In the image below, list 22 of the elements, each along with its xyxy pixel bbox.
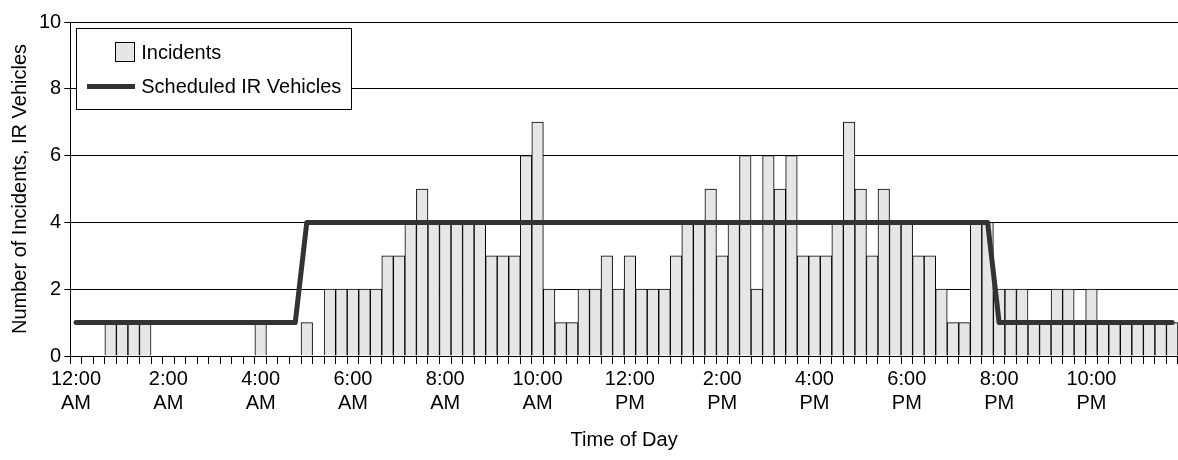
x-tick-label: 4:00 PM	[795, 366, 834, 413]
x-tick-label: 6:00 AM	[333, 366, 373, 413]
x-tick-label: 12:00 AM	[50, 366, 102, 413]
legend-label: Scheduled IR Vehicles	[141, 74, 342, 98]
legend-label: Incidents	[141, 40, 222, 64]
x-tick-label: 6:00 PM	[887, 366, 927, 413]
y-tick-label: 6	[50, 143, 62, 166]
x-tick-label: 2:00 PM	[702, 366, 742, 413]
y-tick-label: 2	[50, 276, 62, 299]
y-tick-label: 4	[50, 209, 62, 232]
x-tick-label: 12:00 PM	[604, 366, 655, 413]
y-axis-title: Number of Incidents, IR Vehicles	[7, 43, 30, 335]
x-tick-label: 8:00 PM	[979, 366, 1019, 413]
y-tick-label: 0	[50, 343, 62, 366]
x-tick-label: 4:00 AM	[241, 366, 281, 413]
y-tick-label: 10	[39, 9, 62, 32]
x-tick-label: 10:00 PM	[1066, 366, 1117, 413]
x-axis-title: Time of Day	[570, 427, 678, 450]
y-tick-label: 8	[50, 76, 62, 99]
x-tick-label: 10:00 AM	[512, 366, 563, 413]
x-tick-label: 8:00 AM	[425, 366, 465, 413]
x-tick-label: 2:00 AM	[148, 366, 188, 413]
